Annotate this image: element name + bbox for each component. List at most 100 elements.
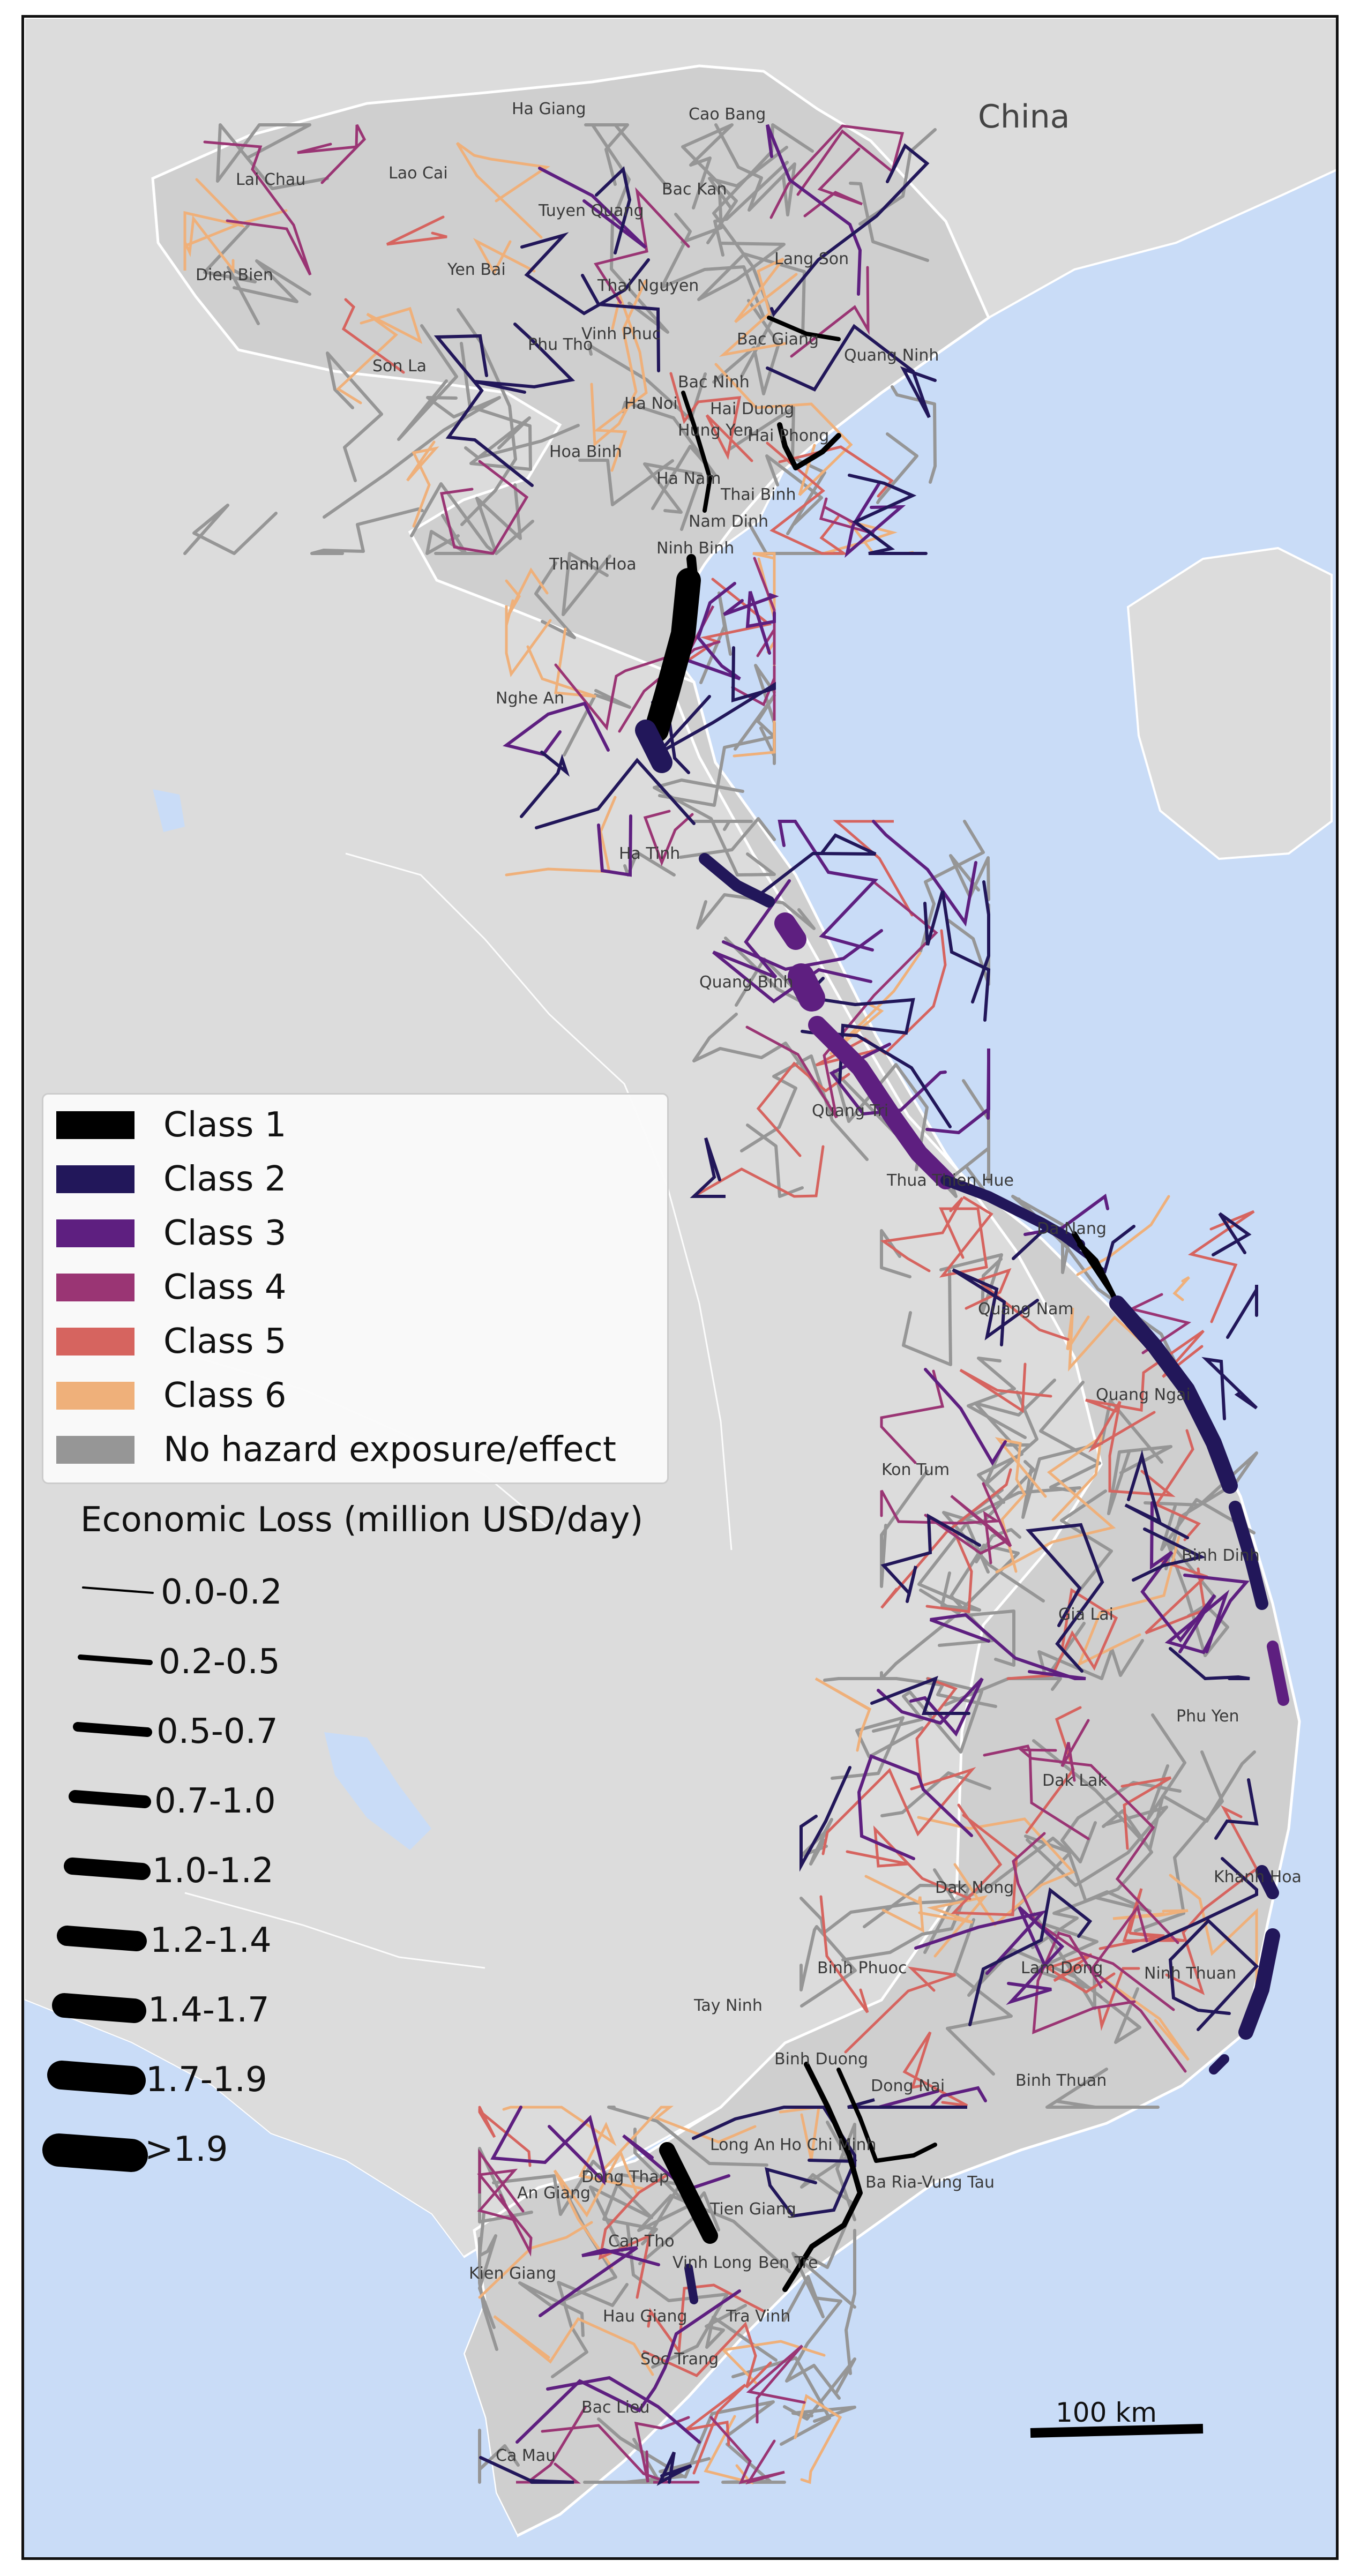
road-segment xyxy=(765,454,823,526)
road-segment xyxy=(1165,1805,1259,1995)
province-label: Lang Son xyxy=(774,250,849,268)
road-segment xyxy=(946,1918,1013,2076)
road-segment xyxy=(790,266,870,358)
road-segment xyxy=(203,224,260,325)
road-segment xyxy=(554,605,715,731)
province-label: Phu Yen xyxy=(1176,1707,1239,1726)
road-segment xyxy=(870,1675,970,1715)
road-segment xyxy=(1031,1809,1153,1949)
road-segment xyxy=(754,664,776,765)
road-segment xyxy=(634,2416,690,2483)
road-segment xyxy=(1025,1523,1104,1673)
road-segment xyxy=(520,232,650,316)
legend-label: Class 2 xyxy=(163,1159,287,1199)
road-segment xyxy=(1026,1806,1168,1887)
road-segment xyxy=(1044,1953,1116,1994)
road-segment xyxy=(478,2221,593,2299)
loss-bin-label: 0.5-0.7 xyxy=(156,1712,278,1751)
road-segment xyxy=(746,1124,804,1198)
road-segment xyxy=(502,2106,644,2190)
road-segment xyxy=(878,2086,987,2109)
province-label: Yen Bai xyxy=(447,260,506,279)
province-label: Quang Ninh xyxy=(844,346,939,365)
road-segment xyxy=(406,440,439,528)
lake xyxy=(324,1732,431,1850)
loss-bin-label: 1.2-1.4 xyxy=(150,1921,272,1960)
road-segment xyxy=(846,1825,972,1900)
road-segment xyxy=(723,593,779,616)
province-label: Quang Ngai xyxy=(1096,1386,1191,1404)
road-segment xyxy=(880,1513,981,1603)
road-segment xyxy=(803,147,863,218)
road-segment xyxy=(1097,1967,1140,2031)
road-segment xyxy=(692,2106,856,2168)
high-loss-segments xyxy=(635,316,1289,2304)
road-segment xyxy=(590,280,647,447)
road-segment xyxy=(952,1268,1039,1346)
road-segment xyxy=(439,460,529,555)
road-segment xyxy=(310,507,424,555)
road-segment xyxy=(983,1744,1090,1840)
road-segment xyxy=(745,591,776,655)
road-segment xyxy=(595,166,632,254)
road-segment xyxy=(233,259,311,303)
road-segment xyxy=(1132,1857,1258,1953)
road-segment xyxy=(516,2406,587,2484)
road-segment xyxy=(623,851,676,877)
road-segment xyxy=(492,2160,653,2252)
road-segment xyxy=(731,665,776,721)
road-segment xyxy=(1045,2068,1160,2109)
lake xyxy=(153,789,185,832)
road-segment xyxy=(692,1145,825,1198)
road-segment xyxy=(637,2191,791,2273)
road-segment xyxy=(503,701,610,757)
road-segment xyxy=(323,396,501,519)
road-segment xyxy=(1085,1329,1205,1413)
map-canvas[interactable]: Ha Giang Cao Bang Lai Chau Lao Cai Tuyen Qua… xyxy=(24,18,1339,2560)
road-segment xyxy=(1102,1977,1190,2061)
road-segment xyxy=(581,274,660,372)
road-segment xyxy=(745,881,938,1119)
road-segment xyxy=(1088,1401,1176,1497)
province-label: Ca Mau xyxy=(496,2446,556,2465)
scale-bar xyxy=(1030,2424,1204,2438)
road-segment xyxy=(877,1677,984,1737)
road-segment xyxy=(902,2031,968,2107)
road-segment xyxy=(183,215,235,274)
road-segment xyxy=(714,123,796,216)
road-segment xyxy=(880,1470,929,1588)
road-segment xyxy=(785,2296,842,2400)
road-segment xyxy=(1214,1778,1259,1840)
province-label: Kon Tum xyxy=(881,1461,950,1479)
road-segment xyxy=(474,323,576,394)
road-segment xyxy=(799,1868,956,1935)
province-label: Quang Tri xyxy=(812,1102,888,1120)
road-segment xyxy=(880,1489,1001,1564)
road-segment xyxy=(995,1437,1047,1573)
province-label: Lai Chau xyxy=(236,170,305,189)
province-label: Ha Giang xyxy=(512,100,586,118)
road-segment xyxy=(766,124,862,296)
road-network-class-2 xyxy=(434,143,1259,2486)
road-segment xyxy=(602,2173,682,2245)
province-label: Can Tho xyxy=(608,2232,675,2251)
road-segment xyxy=(880,1229,911,1278)
road-segment xyxy=(848,474,928,555)
legend-label: No hazard exposure/effect xyxy=(163,1430,616,1470)
road-segment xyxy=(593,291,648,472)
province-label: Ba Ria-Vung Tau xyxy=(865,2173,995,2192)
road-segment xyxy=(924,1482,1012,1555)
road-segment xyxy=(770,143,930,317)
road-segment xyxy=(397,324,458,441)
road-segment xyxy=(712,879,872,1004)
road-segment xyxy=(819,1895,869,2013)
road-segment xyxy=(765,2159,857,2218)
province-label: Binh Phuoc xyxy=(817,1959,907,1978)
road-segment xyxy=(722,929,883,971)
loss-legend-title: Economic Loss (million USD/day) xyxy=(80,1500,644,1540)
road-segment xyxy=(1187,1210,1255,1323)
road-segment xyxy=(918,1895,988,1958)
road-segment xyxy=(1032,1739,1256,1851)
road-segment xyxy=(845,481,906,558)
road-segment xyxy=(925,1049,990,1135)
